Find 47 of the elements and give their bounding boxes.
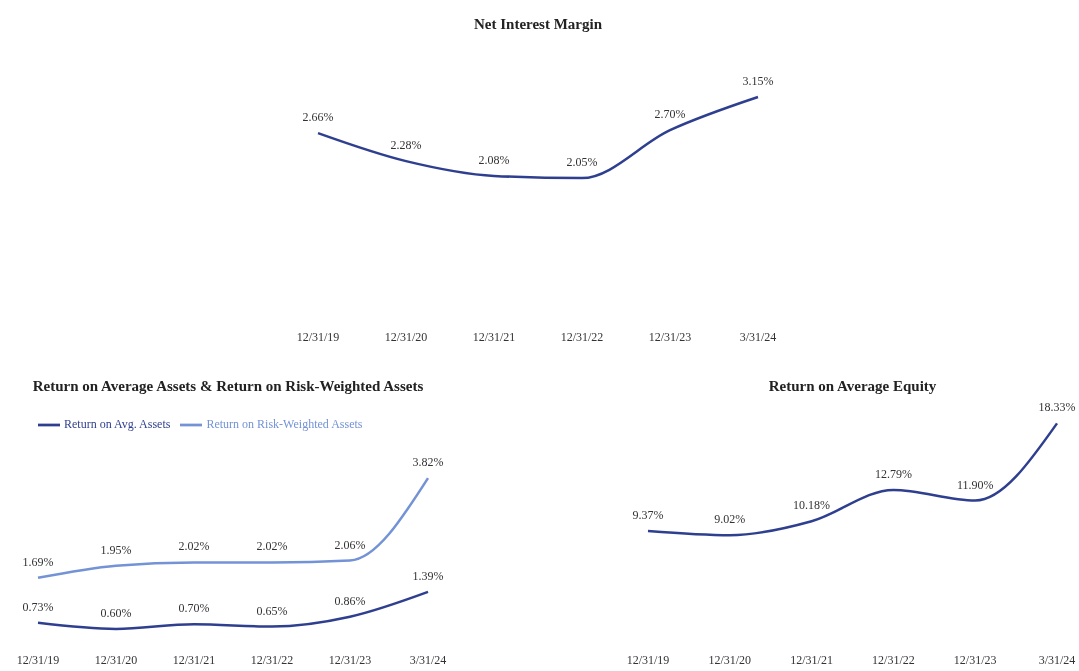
data-label: 18.33% xyxy=(1038,400,1076,415)
data-label: 0.73% xyxy=(22,599,54,614)
data-label: 2.02% xyxy=(256,539,288,554)
data-label: 2.08% xyxy=(478,152,510,167)
x-tick-label: 12/31/21 xyxy=(472,329,516,344)
x-tick-label: 3/31/24 xyxy=(1038,652,1076,667)
data-label: 0.65% xyxy=(256,603,288,618)
x-tick-label: 12/31/19 xyxy=(16,652,60,667)
data-label: 1.39% xyxy=(412,568,444,583)
data-label: 1.69% xyxy=(22,554,54,569)
data-label: 2.05% xyxy=(566,155,598,170)
data-label: 1.95% xyxy=(100,542,132,557)
data-label: 0.60% xyxy=(100,605,132,620)
data-label: 0.70% xyxy=(178,601,210,616)
x-tick-label: 12/31/21 xyxy=(172,652,216,667)
data-label: 0.86% xyxy=(334,593,366,608)
data-label: 2.66% xyxy=(302,110,334,125)
data-label: 2.28% xyxy=(390,138,422,153)
data-label: 10.18% xyxy=(793,498,831,513)
x-tick-label: 3/31/24 xyxy=(409,652,447,667)
x-tick-label: 12/31/20 xyxy=(94,652,138,667)
data-label: 9.02% xyxy=(714,512,746,527)
chart-title: Return on Average Equity xyxy=(767,378,938,395)
x-tick-label: 12/31/19 xyxy=(296,329,340,344)
x-tick-label: 12/31/20 xyxy=(708,652,752,667)
x-tick-label: 12/31/20 xyxy=(384,329,428,344)
x-tick-label: 12/31/19 xyxy=(626,652,670,667)
data-label: 12.79% xyxy=(874,466,912,481)
chart-title: Net Interest Margin xyxy=(473,16,603,33)
data-label: 3.15% xyxy=(742,74,774,89)
data-label: 2.70% xyxy=(654,107,686,122)
data-label: 11.90% xyxy=(956,477,994,492)
data-label: 9.37% xyxy=(632,507,664,522)
x-tick-label: 12/31/23 xyxy=(328,652,372,667)
x-tick-label: 12/31/22 xyxy=(560,329,604,344)
x-tick-label: 12/31/23 xyxy=(953,652,997,667)
x-tick-label: 12/31/22 xyxy=(872,652,915,667)
x-tick-label: 12/31/22 xyxy=(250,652,294,667)
legend-label: Return on Avg. Assets xyxy=(64,416,171,431)
x-tick-label: 12/31/21 xyxy=(790,652,833,667)
x-tick-label: 3/31/24 xyxy=(739,329,777,344)
legend-label: Return on Risk-Weighted Assets xyxy=(206,416,363,431)
chart-title: Return on Average Assets & Return on Risk-Weighted Assets xyxy=(31,378,425,395)
x-tick-label: 12/31/23 xyxy=(648,329,692,344)
data-label: 2.02% xyxy=(178,539,210,554)
data-label: 3.82% xyxy=(412,455,444,470)
data-label: 2.06% xyxy=(334,537,366,552)
